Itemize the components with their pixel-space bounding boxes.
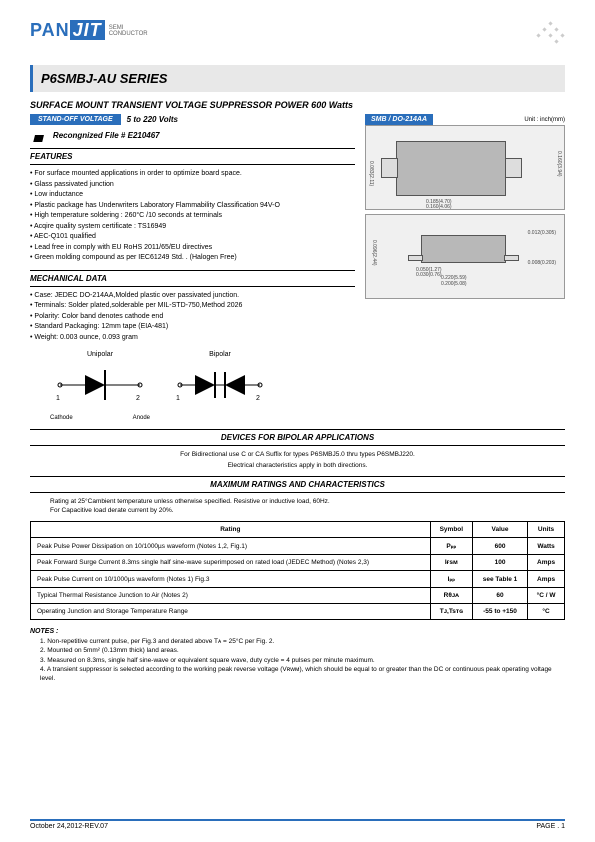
dim: 0.160(3.94) (556, 151, 562, 177)
feature-item: Acqire quality system certificate : TS16… (30, 222, 355, 233)
notes-list: 1. Non-repetitive current pulse, per Fig… (30, 637, 565, 682)
rating-note2: For Capacitive load derate current by 20… (50, 506, 565, 515)
svg-text:2: 2 (256, 395, 260, 402)
notes-header: NOTES : (30, 628, 565, 635)
note-item: 3. Measured on 8.3ms, single half sine-w… (40, 656, 565, 665)
page-header: PANJIT SEMI CONDUCTOR (30, 20, 565, 50)
table-row: Peak Pulse Power Dissipation on 10/1000µ… (31, 538, 565, 555)
logo: PANJIT SEMI CONDUCTOR (30, 20, 148, 41)
th: Symbol (430, 522, 472, 538)
logo-jit: JIT (70, 20, 105, 40)
ul-mark-icon: ▗▖ (30, 129, 47, 142)
dim: 0.200(5.08) (441, 281, 467, 287)
svg-text:1: 1 (176, 395, 180, 402)
ratings-header: MAXIMUM RATINGS AND CHARACTERISTICS (30, 476, 565, 493)
table-cell: Peak Pulse Current on 10/1000µs waveform… (31, 571, 431, 588)
table-row: Typical Thermal Resistance Junction to A… (31, 588, 565, 604)
mech-item: Standard Packaging: 12mm tape (EIA-481) (30, 322, 355, 333)
dim: 0.030(0.76) (416, 272, 442, 278)
table-cell: Tᴊ,Tsᴛɢ (430, 604, 472, 620)
subtitle: SURFACE MOUNT TRANSIENT VOLTAGE SUPPRESS… (30, 100, 565, 110)
th: Rating (31, 522, 431, 538)
table-cell: Iₚₚ (430, 571, 472, 588)
cathode-label: Cathode (50, 415, 73, 421)
features-list: For surface mounted applications in orde… (30, 169, 355, 264)
svg-text:1: 1 (56, 395, 60, 402)
mech-item: Weight: 0.003 ounce, 0.093 gram (30, 333, 355, 344)
table-cell: Amps (528, 555, 565, 571)
table-cell: Typical Thermal Resistance Junction to A… (31, 588, 431, 604)
unipolar-symbol-icon: 1 2 (50, 358, 150, 413)
bipolar-symbol-icon: 1 2 (170, 358, 270, 413)
schematic-symbols: Unipolar 1 2 Cathode Anode Bipolar (30, 351, 565, 421)
dim: 0.008(0.203) (528, 260, 556, 266)
th: Value (472, 522, 527, 538)
anode-label: Anode (133, 415, 150, 421)
table-cell: Iғsм (430, 555, 472, 571)
bipolar-apps-header: DEVICES FOR BIPOLAR APPLICATIONS (30, 429, 565, 446)
note-item: 1. Non-repetitive current pulse, per Fig… (40, 637, 565, 646)
package-label: SMB / DO-214AA (365, 114, 433, 125)
note-item: 4. A transient suppressor is selected ac… (40, 665, 565, 683)
package-top-view: 0.185(4.70) 0.160(4.06) 0.083(2.11) 0.16… (365, 125, 565, 210)
feature-item: Plastic package has Underwriters Laborat… (30, 201, 355, 212)
dim: 0.096(2.44) (371, 240, 377, 266)
table-row: Peak Pulse Current on 10/1000µs waveform… (31, 571, 565, 588)
table-cell: 100 (472, 555, 527, 571)
series-title: P6SMBJ-AU SERIES (41, 71, 557, 86)
feature-item: Low inductance (30, 190, 355, 201)
decorative-dots (535, 20, 565, 50)
feature-item: Green molding compound as per IEC61249 S… (30, 253, 355, 264)
table-cell: see Table 1 (472, 571, 527, 588)
dim: 0.160(4.06) (426, 204, 452, 210)
note-item: 2. Mounted on 5mm² (0.13mm thick) land a… (40, 646, 565, 655)
th: Units (528, 522, 565, 538)
logo-pan: PAN (30, 20, 70, 40)
bipolar-text2: Electrical characteristics apply in both… (30, 461, 565, 470)
footer-date: October 24,2012-REV.07 (30, 823, 108, 830)
mechanical-header: MECHANICAL DATA (30, 270, 355, 287)
standoff-badge: STAND-OFF VOLTAGE (30, 114, 121, 125)
table-row: Peak Forward Surge Current 8.3ms single … (31, 555, 565, 571)
mech-item: Polarity: Color band denotes cathode end (30, 312, 355, 323)
title-bar: P6SMBJ-AU SERIES (30, 65, 565, 92)
svg-text:2: 2 (136, 395, 140, 402)
table-cell: Pₚₚ (430, 538, 472, 555)
mechanical-list: Case: JEDEC DO-214AA,Molded plastic over… (30, 291, 355, 344)
table-cell: Watts (528, 538, 565, 555)
recognized-file: Recongnized File # E210467 (53, 131, 160, 140)
features-header: FEATURES (30, 148, 355, 165)
rating-note1: Rating at 25°Cambient temperature unless… (50, 497, 565, 506)
voltage-range: 5 to 220 Volts (127, 115, 178, 124)
ratings-table: Rating Symbol Value Units Peak Pulse Pow… (30, 521, 565, 620)
feature-item: Lead free in comply with EU RoHS 2011/65… (30, 243, 355, 254)
feature-item: Glass passivated junction (30, 180, 355, 191)
table-cell: -55 to +150 (472, 604, 527, 620)
feature-item: High temperature soldering : 260°C /10 s… (30, 211, 355, 222)
table-cell: Operating Junction and Storage Temperatu… (31, 604, 431, 620)
dim: 0.083(2.11) (368, 161, 374, 186)
package-side-view: 0.220(5.59) 0.200(5.08) 0.050(1.27) 0.03… (365, 214, 565, 299)
unit-label: Unit : inch(mm) (524, 117, 565, 123)
table-cell: 600 (472, 538, 527, 555)
table-cell: Peak Pulse Power Dissipation on 10/1000µ… (31, 538, 431, 555)
feature-item: AEC-Q101 qualified (30, 232, 355, 243)
table-cell: °C (528, 604, 565, 620)
feature-item: For surface mounted applications in orde… (30, 169, 355, 180)
table-cell: Peak Forward Surge Current 8.3ms single … (31, 555, 431, 571)
table-cell: Amps (528, 571, 565, 588)
bipolar-text1: For Bidirectional use C or CA Suffix for… (30, 450, 565, 459)
table-row: Operating Junction and Storage Temperatu… (31, 604, 565, 620)
unipolar-label: Unipolar (50, 351, 150, 358)
logo-sub2: CONDUCTOR (109, 31, 148, 37)
table-cell: 60 (472, 588, 527, 604)
mech-item: Terminals: Solder plated,solderable per … (30, 301, 355, 312)
dim: 0.012(0.305) (528, 230, 556, 236)
footer-page: PAGE . 1 (536, 823, 565, 830)
mech-item: Case: JEDEC DO-214AA,Molded plastic over… (30, 291, 355, 302)
table-cell: Rθᴊᴀ (430, 588, 472, 604)
bipolar-label: Bipolar (170, 351, 270, 358)
table-cell: °C / W (528, 588, 565, 604)
page-footer: October 24,2012-REV.07 PAGE . 1 (30, 819, 565, 830)
